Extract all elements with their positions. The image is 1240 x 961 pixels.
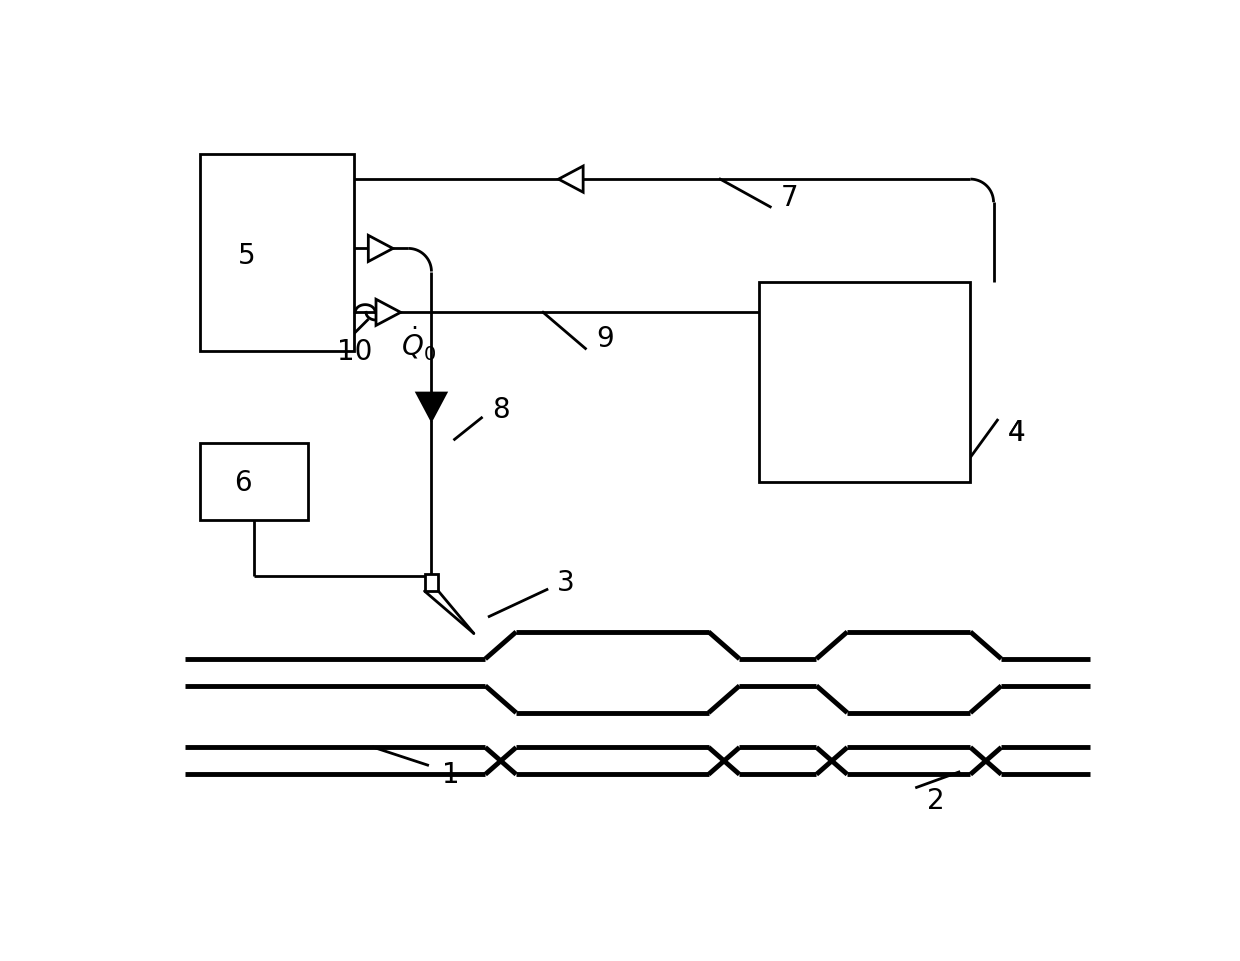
Text: 6: 6 — [234, 468, 252, 496]
Text: 9: 9 — [596, 325, 614, 353]
Polygon shape — [368, 236, 393, 262]
Bar — [201, 444, 309, 521]
Bar — [424, 575, 439, 591]
Text: 1: 1 — [441, 760, 460, 789]
Bar — [201, 156, 355, 352]
Text: 10: 10 — [337, 337, 372, 365]
Text: 2: 2 — [928, 786, 945, 814]
Text: 3: 3 — [557, 568, 575, 596]
Text: 4: 4 — [1008, 418, 1025, 446]
Text: 5: 5 — [238, 241, 255, 269]
Polygon shape — [417, 394, 446, 421]
Text: 7: 7 — [781, 184, 799, 211]
Polygon shape — [558, 167, 583, 193]
Text: 8: 8 — [492, 395, 510, 423]
Text: $\dot{Q}_0$: $\dot{Q}_0$ — [401, 325, 436, 363]
Text: 4: 4 — [1008, 418, 1025, 446]
Bar — [759, 283, 971, 482]
Polygon shape — [376, 300, 401, 326]
